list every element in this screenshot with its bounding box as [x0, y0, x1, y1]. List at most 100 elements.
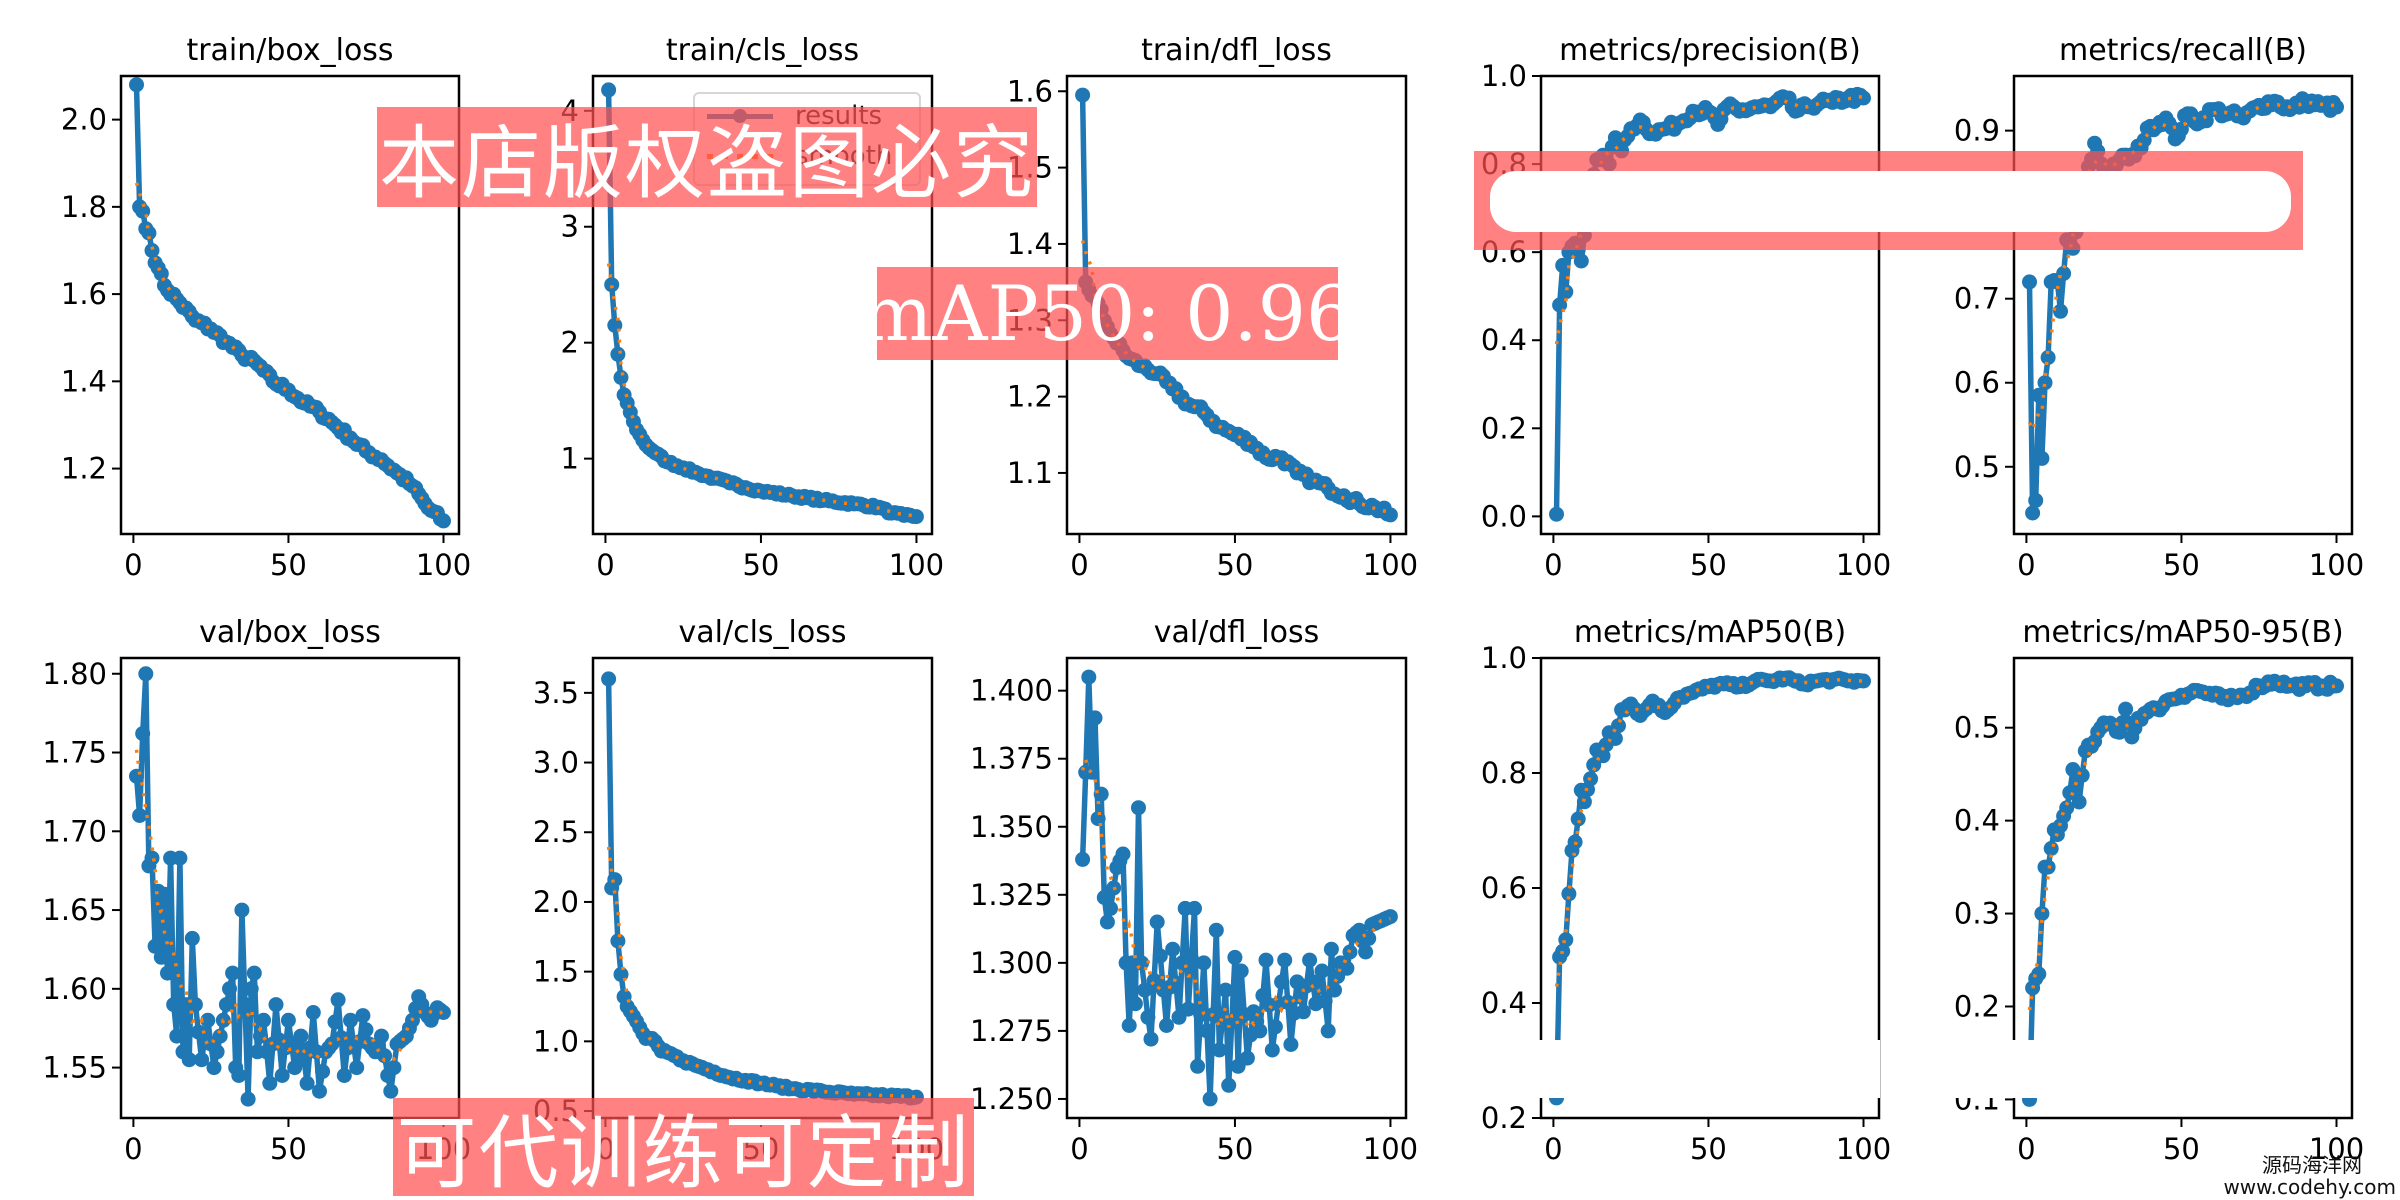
y-tick-label: 0.4	[1481, 323, 1527, 357]
subplot-8: metrics/mAP50(B) 0 50 100 0.2 0.4 0.6 0.8 1.0	[1481, 615, 1891, 1166]
y-tick-label: 1.2	[61, 452, 107, 486]
y-tick-label: 0.6	[1954, 366, 2000, 400]
results-point	[1093, 786, 1109, 802]
results-point	[1267, 1019, 1283, 1035]
results-point	[2037, 375, 2053, 391]
y-tick-label: 1	[561, 442, 579, 476]
results-point	[355, 1008, 371, 1024]
x-tick-label: 0	[124, 1132, 142, 1166]
results-point	[1190, 1058, 1206, 1074]
results-point	[386, 1060, 402, 1076]
results-point	[1127, 996, 1143, 1012]
results-point	[2329, 99, 2344, 115]
subplot-title: metrics/precision(B)	[1559, 33, 1861, 68]
y-tick-label: 1.5	[533, 955, 579, 989]
results-point	[1081, 669, 1097, 685]
results-point	[1358, 944, 1374, 960]
results-point	[601, 671, 617, 687]
x-tick-label: 50	[1690, 548, 1727, 582]
y-tick-label: 1.70	[42, 814, 107, 848]
results-point	[330, 992, 346, 1008]
results-point	[1586, 757, 1602, 773]
smooth-line	[606, 263, 917, 518]
results-point	[153, 266, 169, 282]
y-tick-label: 1.2	[1007, 380, 1053, 414]
subplot-1: train/cls_loss0501001234	[561, 33, 945, 582]
results-point	[377, 1048, 393, 1064]
y-tick-label: 1.80	[42, 657, 107, 691]
results-point	[1856, 673, 1871, 689]
results-point	[256, 1012, 272, 1028]
y-tick-label: 3.0	[533, 746, 579, 780]
subplot-3: metrics/precision(B)0501000.00.20.40.60.…	[1481, 33, 1891, 582]
results-point	[243, 981, 259, 997]
y-tick-label: 2	[561, 326, 579, 360]
results-point	[2022, 274, 2037, 290]
y-tick-label: 1.250	[970, 1082, 1053, 1116]
results-point	[1159, 1018, 1174, 1033]
results-point	[2034, 906, 2050, 922]
axes-frame	[1065, 656, 1408, 1120]
y-tick-label: 0.4	[1481, 986, 1527, 1020]
results-point	[1252, 1023, 1268, 1039]
results-point	[1143, 1031, 1159, 1047]
y-tick-label: 1.375	[970, 742, 1053, 776]
erased-patch	[1940, 1040, 2350, 1098]
results-point	[315, 1064, 331, 1079]
results-point	[1311, 979, 1327, 995]
y-tick-label: 1.6	[61, 277, 107, 311]
smooth-line	[2027, 681, 2337, 1011]
results-point	[383, 1083, 399, 1099]
y-tick-label: 1.400	[970, 674, 1053, 708]
smooth-line	[1080, 240, 1391, 514]
x-tick-label: 0	[2017, 548, 2035, 582]
results-point	[1115, 846, 1131, 862]
y-tick-label: 1.75	[42, 736, 107, 770]
results-point	[1103, 900, 1118, 916]
results-point	[1193, 1007, 1209, 1023]
y-tick-label: 0.8	[1481, 756, 1527, 790]
subplot-title: metrics/mAP50(B)	[1574, 615, 1846, 650]
results-point	[1233, 963, 1249, 979]
x-tick-label: 50	[1690, 1132, 1727, 1166]
y-tick-label: 1.300	[970, 946, 1053, 980]
results-point	[2031, 966, 2047, 982]
results-point	[1180, 1001, 1196, 1017]
y-tick-label: 1.6	[1007, 74, 1053, 108]
y-tick-label: 3	[561, 210, 579, 244]
results-point	[610, 933, 626, 949]
results-point	[296, 1052, 312, 1068]
results-point	[141, 225, 157, 241]
site-name: 源码海洋网	[2262, 1153, 2362, 1177]
results-point	[1561, 886, 1577, 902]
y-tick-label: 1.65	[42, 893, 107, 927]
site-url: www.codehy.com	[2223, 1175, 2396, 1199]
y-tick-label: 1.275	[970, 1014, 1053, 1048]
results-point	[172, 850, 188, 866]
results-point	[147, 938, 163, 954]
results-point	[2056, 266, 2072, 281]
y-tick-label: 0.2	[1954, 989, 2000, 1023]
results-point	[1137, 982, 1153, 998]
y-tick-label: 1.325	[970, 878, 1053, 912]
y-tick-label: 0.7	[1954, 282, 2000, 316]
subplot-7: val/dfl_loss 0 50 100 1.250 1.275 1.300 1.325 1.…	[970, 615, 1418, 1166]
results-point	[1146, 973, 1162, 988]
y-tick-label: 0.6	[1481, 871, 1527, 905]
x-tick-label: 0	[1544, 548, 1562, 582]
results-point	[1096, 890, 1112, 905]
results-point	[222, 981, 237, 997]
results-point	[604, 277, 620, 293]
x-tick-label: 50	[2163, 548, 2200, 582]
smooth-line	[134, 749, 445, 1063]
x-tick-label: 0	[1070, 1132, 1088, 1166]
x-tick-label: 0	[2017, 1132, 2035, 1166]
results-point	[1549, 506, 1564, 522]
results-point	[1558, 284, 1574, 300]
results-point	[1280, 994, 1296, 1010]
y-tick-label: 0.2	[1481, 1101, 1527, 1135]
results-point	[1382, 909, 1398, 925]
results-point	[358, 1022, 374, 1038]
